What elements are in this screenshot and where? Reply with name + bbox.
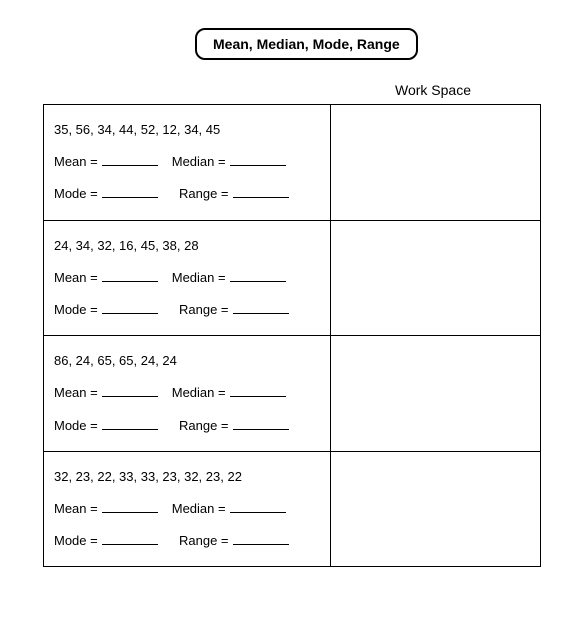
dataset-text: 35, 56, 34, 44, 52, 12, 34, 45 xyxy=(54,121,320,139)
blank-mode[interactable] xyxy=(102,418,158,430)
blank-range[interactable] xyxy=(233,418,289,430)
equals: = xyxy=(90,533,98,548)
blank-median[interactable] xyxy=(230,154,286,166)
dataset-text: 86, 24, 65, 65, 24, 24 xyxy=(54,352,320,370)
equals: = xyxy=(218,501,226,516)
equals: = xyxy=(221,186,229,201)
equals: = xyxy=(90,186,98,201)
problem-cell: 86, 24, 65, 65, 24, 24 Mean =Median = Mo… xyxy=(44,336,331,451)
stat-line: Mean =Median = xyxy=(54,153,320,171)
problem-row: 24, 34, 32, 16, 45, 38, 28 Mean =Median … xyxy=(44,221,540,337)
mode-label: Mode xyxy=(54,302,87,317)
workspace-cell xyxy=(331,452,540,567)
worksheet-grid: 35, 56, 34, 44, 52, 12, 34, 45 Mean =Med… xyxy=(43,104,541,567)
equals: = xyxy=(218,385,226,400)
problem-cell: 32, 23, 22, 33, 33, 23, 32, 23, 22 Mean … xyxy=(44,452,331,567)
equals: = xyxy=(218,270,226,285)
equals: = xyxy=(218,154,226,169)
stat-line: Mode = Range = xyxy=(54,532,320,550)
workspace-cell xyxy=(331,336,540,451)
stat-line: Mean =Median = xyxy=(54,269,320,287)
mode-label: Mode xyxy=(54,533,87,548)
blank-median[interactable] xyxy=(230,385,286,397)
stat-line: Mode = Range = xyxy=(54,185,320,203)
blank-median[interactable] xyxy=(230,270,286,282)
problem-cell: 24, 34, 32, 16, 45, 38, 28 Mean =Median … xyxy=(44,221,331,336)
workspace-cell xyxy=(331,221,540,336)
workspace-column-label: Work Space xyxy=(395,82,471,98)
problem-row: 86, 24, 65, 65, 24, 24 Mean =Median = Mo… xyxy=(44,336,540,452)
worksheet-page: Mean, Median, Mode, Range Work Space 35,… xyxy=(0,0,585,630)
blank-mean[interactable] xyxy=(102,501,158,513)
dataset-text: 32, 23, 22, 33, 33, 23, 32, 23, 22 xyxy=(54,468,320,486)
blank-mean[interactable] xyxy=(102,270,158,282)
mean-label: Mean xyxy=(54,501,87,516)
median-label: Median xyxy=(172,501,215,516)
median-label: Median xyxy=(172,385,215,400)
problem-row: 35, 56, 34, 44, 52, 12, 34, 45 Mean =Med… xyxy=(44,105,540,221)
blank-range[interactable] xyxy=(233,302,289,314)
range-label: Range xyxy=(179,302,217,317)
stat-line: Mode = Range = xyxy=(54,301,320,319)
range-label: Range xyxy=(179,186,217,201)
equals: = xyxy=(90,501,98,516)
stat-line: Mean =Median = xyxy=(54,500,320,518)
median-label: Median xyxy=(172,270,215,285)
blank-mode[interactable] xyxy=(102,533,158,545)
problem-row: 32, 23, 22, 33, 33, 23, 32, 23, 22 Mean … xyxy=(44,452,540,567)
equals: = xyxy=(221,418,229,433)
title-box: Mean, Median, Mode, Range xyxy=(195,28,418,60)
mean-label: Mean xyxy=(54,385,87,400)
range-label: Range xyxy=(179,533,217,548)
workspace-cell xyxy=(331,105,540,220)
mode-label: Mode xyxy=(54,186,87,201)
range-label: Range xyxy=(179,418,217,433)
equals: = xyxy=(90,270,98,285)
blank-mean[interactable] xyxy=(102,385,158,397)
equals: = xyxy=(90,302,98,317)
equals: = xyxy=(90,154,98,169)
equals: = xyxy=(90,385,98,400)
stat-line: Mean =Median = xyxy=(54,384,320,402)
blank-median[interactable] xyxy=(230,501,286,513)
equals: = xyxy=(90,418,98,433)
mean-label: Mean xyxy=(54,270,87,285)
blank-mean[interactable] xyxy=(102,154,158,166)
problem-cell: 35, 56, 34, 44, 52, 12, 34, 45 Mean =Med… xyxy=(44,105,331,220)
mean-label: Mean xyxy=(54,154,87,169)
median-label: Median xyxy=(172,154,215,169)
blank-mode[interactable] xyxy=(102,302,158,314)
stat-line: Mode = Range = xyxy=(54,417,320,435)
blank-range[interactable] xyxy=(233,533,289,545)
equals: = xyxy=(221,533,229,548)
page-title: Mean, Median, Mode, Range xyxy=(213,36,400,52)
equals: = xyxy=(221,302,229,317)
mode-label: Mode xyxy=(54,418,87,433)
dataset-text: 24, 34, 32, 16, 45, 38, 28 xyxy=(54,237,320,255)
blank-mode[interactable] xyxy=(102,186,158,198)
blank-range[interactable] xyxy=(233,186,289,198)
